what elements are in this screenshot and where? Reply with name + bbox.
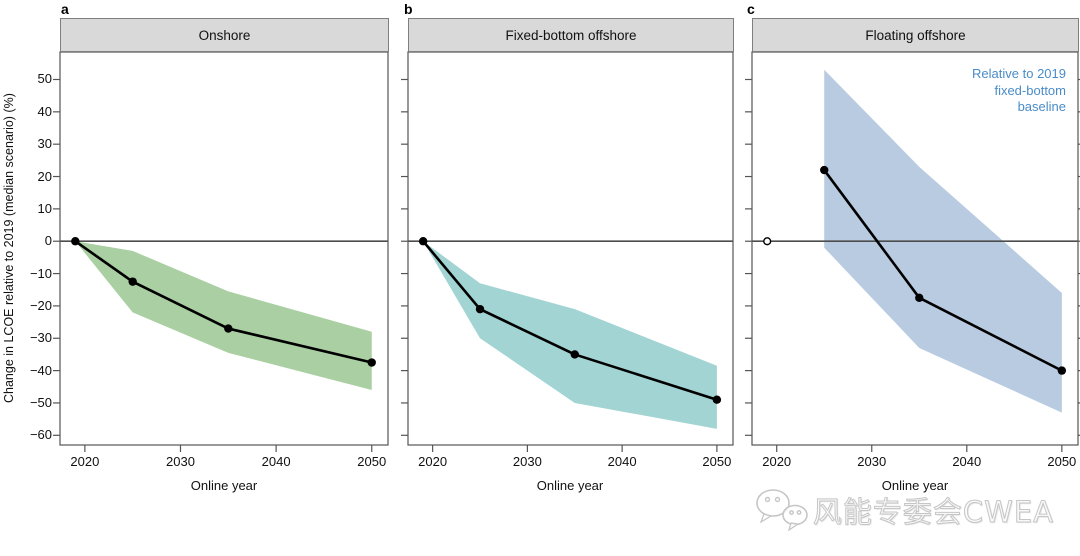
- y-tick-label: −30: [29, 330, 52, 346]
- y-tick-label: 20: [37, 168, 52, 184]
- median-point-a: [367, 358, 376, 367]
- x-tick-label: 2040: [952, 454, 982, 469]
- median-point-a: [71, 237, 80, 246]
- median-point-c: [1057, 366, 1067, 375]
- median-point-a: [224, 324, 233, 333]
- panel-border-b: [407, 51, 734, 446]
- panel-header-fixed-bottom-offshore: Fixed-bottom offshore: [408, 18, 734, 52]
- panel-border-c: [751, 51, 1079, 446]
- x-tick-label: 2020: [418, 454, 448, 469]
- y-tick-label: 40: [37, 103, 52, 119]
- percentile-band-b: [423, 241, 717, 429]
- panel-border-a: [59, 51, 389, 446]
- y-tick-label: 50: [37, 71, 52, 87]
- panel-header-onshore: Onshore: [60, 18, 389, 52]
- x-axis-title-a: Online year: [190, 478, 258, 493]
- y-tick-label: −20: [29, 297, 52, 313]
- median-point-c: [820, 165, 829, 175]
- x-tick-label: 2040: [261, 454, 291, 469]
- x-tick-label: 2050: [702, 454, 732, 469]
- x-tick-label: 2040: [607, 454, 637, 469]
- y-tick-label: −60: [29, 427, 52, 443]
- y-tick-label: 30: [37, 136, 52, 152]
- y-tick-label: −40: [29, 362, 52, 378]
- x-tick-label: 2050: [1047, 454, 1077, 469]
- median-point-b: [570, 350, 579, 359]
- watermark: 风能专委会CWEA: [753, 486, 1054, 534]
- baseline-open-point: [763, 237, 772, 246]
- median-point-b: [712, 395, 722, 404]
- y-tick-label: 10: [37, 200, 52, 216]
- percentile-band-a: [75, 241, 372, 391]
- median-line-a: [74, 239, 374, 364]
- x-tick-label: 2050: [357, 454, 387, 469]
- median-point-b: [418, 237, 428, 246]
- x-axis-title-c: Online year: [881, 478, 949, 493]
- panel-header-floating-offshore: Floating offshore: [752, 18, 1079, 52]
- median-point-a: [128, 277, 137, 286]
- median-point-c: [915, 293, 924, 303]
- y-tick-label: −10: [29, 265, 52, 281]
- panel-letter-a: a: [61, 1, 69, 17]
- x-tick-label: 2030: [512, 454, 542, 469]
- x-tick-label: 2030: [166, 454, 195, 469]
- x-tick-label: 2030: [857, 454, 887, 469]
- panel-letter-c: c: [747, 1, 755, 17]
- x-tick-label: 2020: [762, 454, 792, 469]
- y-tick-label: −50: [29, 394, 52, 410]
- watermark-text: 风能专委会CWEA: [812, 495, 1054, 530]
- panel-c-annotation: Relative to 2019 fixed-bottom baseline: [972, 66, 1066, 114]
- wechat-logo-icon: [756, 489, 808, 532]
- x-tick-label: 2020: [70, 454, 100, 469]
- median-line-b: [421, 239, 719, 402]
- x-axis-title-b: Online year: [536, 478, 604, 493]
- panel-letter-b: b: [404, 1, 413, 17]
- y-tick-label: 0: [44, 233, 52, 249]
- median-point-b: [475, 304, 485, 314]
